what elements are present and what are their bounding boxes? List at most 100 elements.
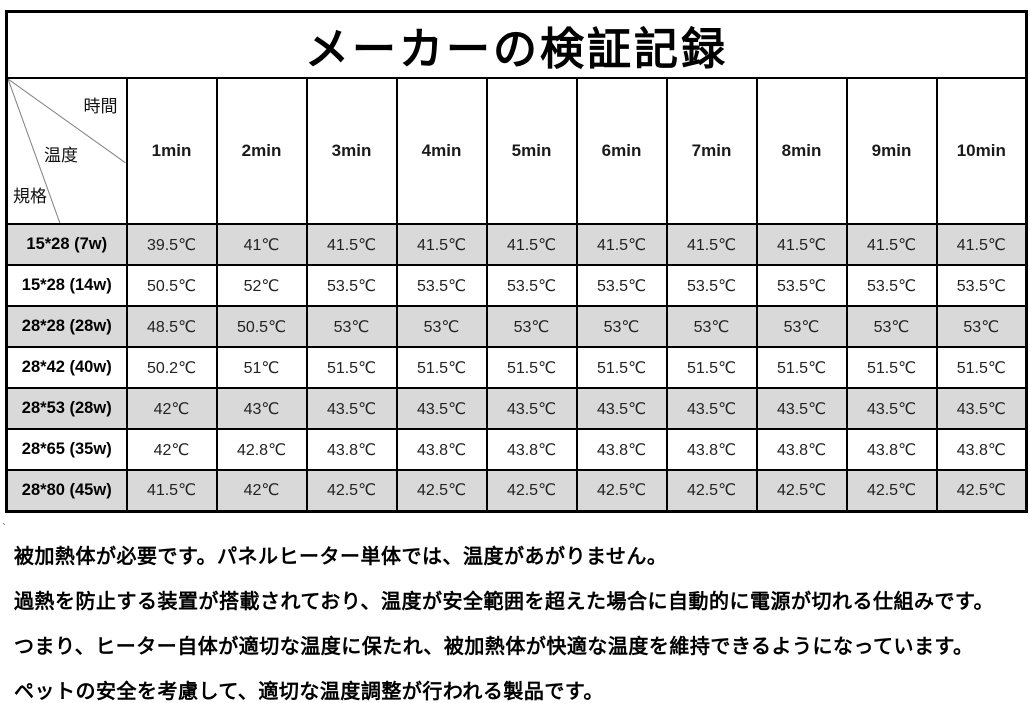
temp-cell: 42.5℃ [305, 469, 398, 512]
temp-cell: 43.8℃ [665, 428, 758, 471]
temp-cell: 42.5℃ [485, 469, 578, 512]
temp-cell: 53.5℃ [665, 264, 758, 307]
temp-cell: 41.5℃ [665, 223, 758, 266]
temp-cell: 50.2℃ [125, 346, 218, 389]
spec-cell: 15*28 (14w) [5, 264, 128, 307]
temp-cell: 51.5℃ [395, 346, 488, 389]
temp-cell: 53℃ [755, 305, 848, 348]
temp-cell: 43.8℃ [305, 428, 398, 471]
temp-cell: 42℃ [125, 428, 218, 471]
temp-cell: 53.5℃ [575, 264, 668, 307]
temp-cell: 42.5℃ [755, 469, 848, 512]
temp-cell: 43.5℃ [575, 387, 668, 430]
temp-cell: 43.5℃ [845, 387, 938, 430]
temp-cell: 53.5℃ [935, 264, 1028, 307]
temp-cell: 42.5℃ [665, 469, 758, 512]
temp-cell: 51.5℃ [575, 346, 668, 389]
corner-label-time: 時間 [83, 97, 118, 116]
spec-cell: 28*28 (28w) [5, 305, 128, 348]
temp-cell: 53℃ [485, 305, 578, 348]
temp-cell: 41.5℃ [755, 223, 848, 266]
temp-cell: 53℃ [305, 305, 398, 348]
temp-cell: 53℃ [935, 305, 1028, 348]
corner-label-spec: 規格 [13, 187, 47, 206]
footer-line-4: ペットの安全を考慮して、適切な温度調整が行われる製品です。 [14, 681, 604, 703]
temp-cell: 50.5℃ [125, 264, 218, 307]
temp-cell: 42.8℃ [215, 428, 308, 471]
table-row: 28*42 (40w) 50.2℃ 51℃ 51.5℃ 51.5℃ 51.5℃ 51.5℃ 5… [5, 346, 1028, 389]
table-row: 28*65 (35w) 42℃ 42.8℃ 43.8℃ 43.8℃ 43.8℃ 43.8℃ 4… [5, 428, 1028, 471]
time-header-2min: 2min [215, 77, 308, 225]
footer-line-3: つまり、ヒーター自体が適切な温度に保たれ、被加熱体が快適な温度を維持できるように… [14, 636, 974, 658]
verification-table: メーカーの検証記録 時間 温度 規格 1min 2min 3min 4min 5… [5, 10, 1029, 513]
temp-cell: 43.8℃ [395, 428, 488, 471]
page-title: メーカーの検証記録 [5, 10, 1028, 79]
temp-cell: 53.5℃ [485, 264, 578, 307]
time-header-1min: 1min [125, 77, 218, 225]
spec-cell: 28*53 (28w) [5, 387, 128, 430]
temp-cell: 43.8℃ [935, 428, 1028, 471]
temp-cell: 51.5℃ [755, 346, 848, 389]
temp-cell: 42℃ [215, 469, 308, 512]
spec-cell: 28*42 (40w) [5, 346, 128, 389]
title-row: メーカーの検証記録 [5, 10, 1028, 79]
temp-cell: 42.5℃ [395, 469, 488, 512]
corner-label-temperature: 温度 [44, 146, 78, 165]
spec-cell: 28*80 (45w) [5, 469, 128, 512]
time-header-7min: 7min [665, 77, 758, 225]
temp-cell: 41.5℃ [305, 223, 398, 266]
temp-cell: 43.5℃ [305, 387, 398, 430]
temp-cell: 42℃ [125, 387, 218, 430]
temp-cell: 41℃ [215, 223, 308, 266]
temp-cell: 42.5℃ [575, 469, 668, 512]
table-row: 28*28 (28w) 48.5℃ 50.5℃ 53℃ 53℃ 53℃ 53℃ 53℃ 53℃ 5… [5, 305, 1028, 348]
stray-mark: ` [2, 521, 6, 535]
spec-cell: 15*28 (7w) [5, 223, 128, 266]
temp-cell: 41.5℃ [395, 223, 488, 266]
footer-notes: 被加熱体が必要です。パネルヒーター単体では、温度があがりません。 過熱を防止する… [14, 540, 1024, 703]
temp-cell: 51℃ [215, 346, 308, 389]
time-header-6min: 6min [575, 77, 668, 225]
temp-cell: 43.5℃ [935, 387, 1028, 430]
temp-cell: 42.5℃ [845, 469, 938, 512]
temp-cell: 43.8℃ [485, 428, 578, 471]
time-header-3min: 3min [305, 77, 398, 225]
table-row: 28*53 (28w) 42℃ 43℃ 43.5℃ 43.5℃ 43.5℃ 43.5℃ 43.… [5, 387, 1028, 430]
temp-cell: 43.8℃ [755, 428, 848, 471]
temp-cell: 53℃ [575, 305, 668, 348]
temp-cell: 42.5℃ [935, 469, 1028, 512]
temp-cell: 43.8℃ [845, 428, 938, 471]
footer-line-1: 被加熱体が必要です。パネルヒーター単体では、温度があがりません。 [14, 546, 668, 568]
temp-cell: 39.5℃ [125, 223, 218, 266]
temp-cell: 41.5℃ [485, 223, 578, 266]
header-row: 時間 温度 規格 1min 2min 3min 4min 5min 6min 7… [5, 77, 1028, 225]
temp-cell: 51.5℃ [845, 346, 938, 389]
footer-line-2: 過熱を防止する装置が搭載されており、温度が安全範囲を超えた場合に自動的に電源が切… [14, 591, 994, 613]
temp-cell: 53.5℃ [845, 264, 938, 307]
time-header-9min: 9min [845, 77, 938, 225]
temp-cell: 48.5℃ [125, 305, 218, 348]
temp-cell: 41.5℃ [935, 223, 1028, 266]
temp-cell: 51.5℃ [665, 346, 758, 389]
temp-cell: 41.5℃ [575, 223, 668, 266]
temp-cell: 53.5℃ [755, 264, 848, 307]
temp-cell: 41.5℃ [845, 223, 938, 266]
table-row: 28*80 (45w) 41.5℃ 42℃ 42.5℃ 42.5℃ 42.5℃ 42.5℃ 4… [5, 469, 1028, 512]
temp-cell: 51.5℃ [935, 346, 1028, 389]
temp-cell: 53℃ [395, 305, 488, 348]
time-header-4min: 4min [395, 77, 488, 225]
temp-cell: 43.5℃ [485, 387, 578, 430]
temp-cell: 43.5℃ [395, 387, 488, 430]
diagonal-divider-lines [8, 79, 126, 223]
time-header-10min: 10min [935, 77, 1028, 225]
table-body: 15*28 (7w) 39.5℃ 41℃ 41.5℃ 41.5℃ 41.5℃ 41.5℃ 41… [5, 223, 1028, 512]
temp-cell: 51.5℃ [305, 346, 398, 389]
time-header-5min: 5min [485, 77, 578, 225]
temp-cell: 53℃ [845, 305, 938, 348]
temp-cell: 53℃ [665, 305, 758, 348]
temp-cell: 43℃ [215, 387, 308, 430]
corner-cell: 時間 温度 規格 [5, 77, 128, 225]
temp-cell: 41.5℃ [125, 469, 218, 512]
temp-cell: 43.8℃ [575, 428, 668, 471]
